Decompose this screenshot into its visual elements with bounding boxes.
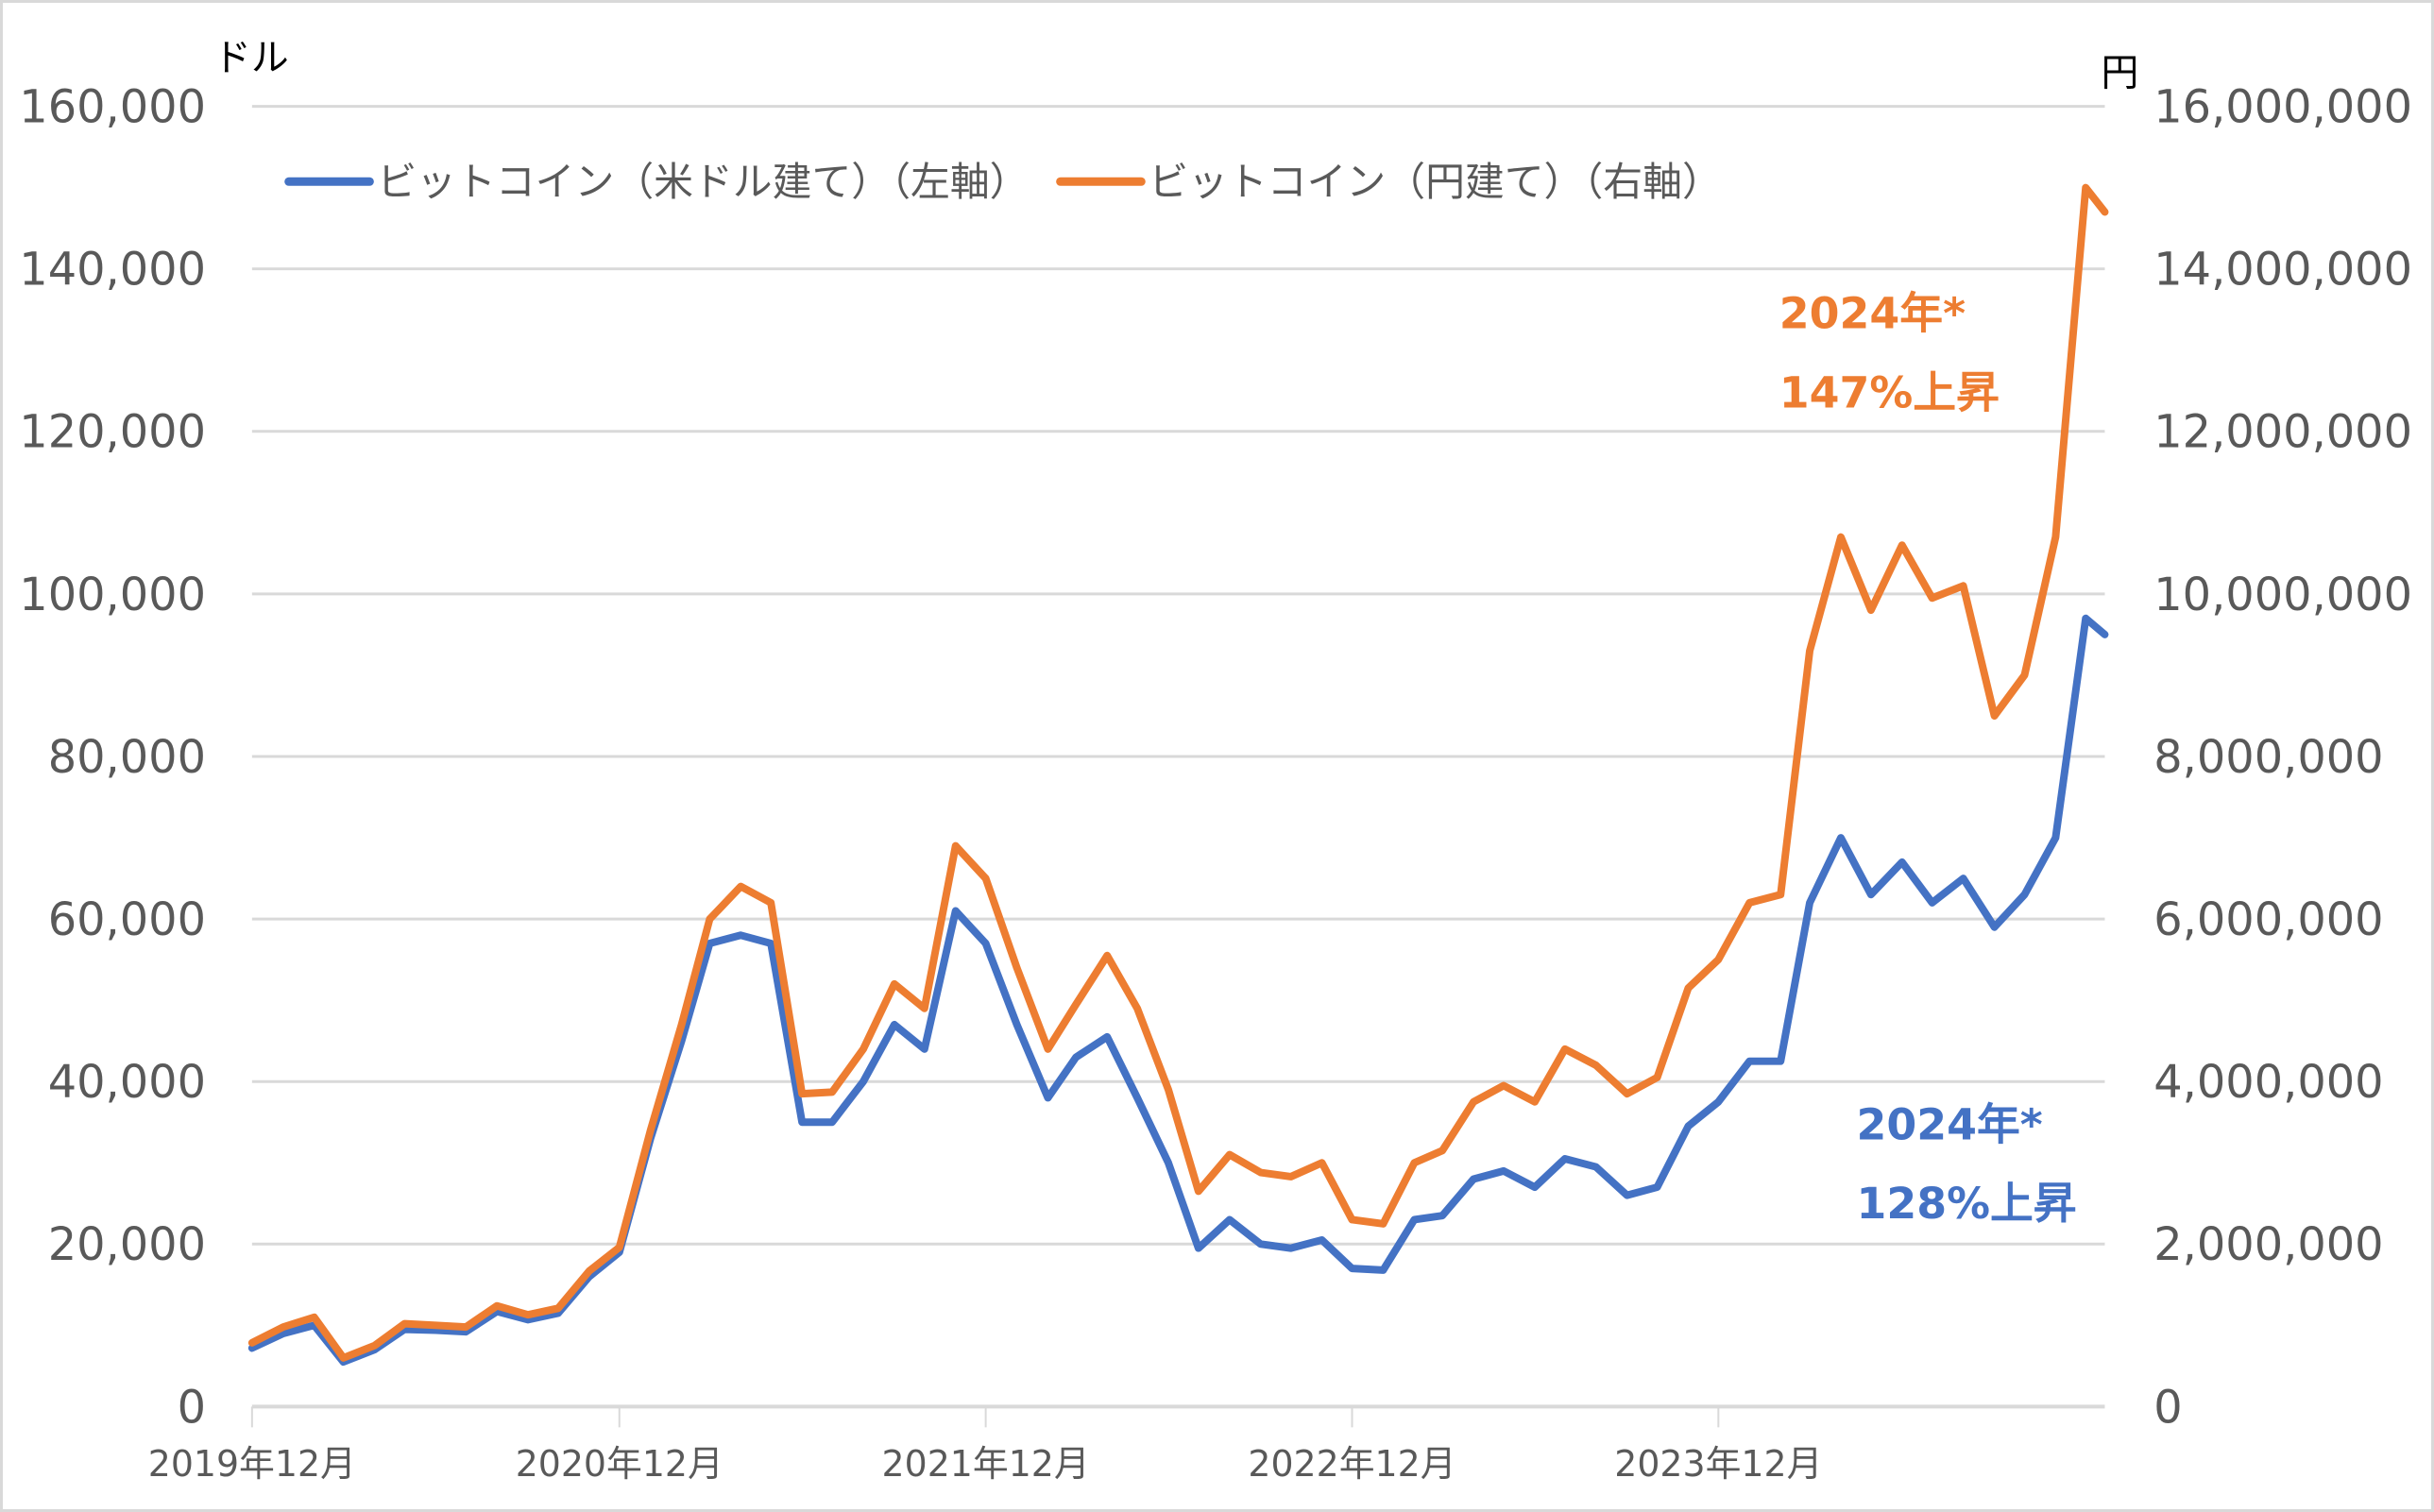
right-tick-label: 10,000,000 [2153, 569, 2412, 621]
left-tick-label: 60,000 [48, 894, 206, 946]
left-axis-ticks: 0 20,000 40,000 60,000 80,000 100,000 120,000 1… [19, 82, 206, 1435]
annotation-usd-line1: 2024年* [1856, 1098, 2042, 1149]
right-tick-label: 6,000,000 [2153, 894, 2383, 946]
x-tick-label: 2019年12月 [148, 1443, 356, 1485]
legend: ビットコイン（米ドル建て）（左軸） ビットコイン（円建て）（右軸） [284, 159, 1722, 205]
series-line-jpy [247, 183, 2109, 1362]
annotation-usd: 2024年* 128%上昇 [1856, 1098, 2076, 1229]
left-tick-label: 160,000 [19, 82, 206, 134]
left-tick-label: 0 [178, 1382, 206, 1434]
right-axis-ticks: 0 2,000,000 4,000,000 6,000,000 8,000,000 10,… [2153, 82, 2412, 1435]
legend-label-usd: ビットコイン（米ドル建て）（左軸） [377, 159, 1029, 205]
left-tick-label: 40,000 [48, 1057, 206, 1109]
right-tick-label: 4,000,000 [2153, 1057, 2383, 1109]
series-line-usd [247, 614, 2109, 1367]
right-tick-label: 8,000,000 [2153, 732, 2383, 784]
x-tick-label: 2023年12月 [1614, 1443, 1822, 1485]
x-tick-label: 2021年12月 [882, 1443, 1090, 1485]
right-axis-unit: 円 [2101, 52, 2138, 95]
annotation-usd-line2: 128%上昇 [1856, 1178, 2076, 1229]
right-tick-label: 0 [2153, 1382, 2182, 1434]
left-tick-label: 20,000 [48, 1219, 206, 1271]
left-tick-label: 120,000 [19, 407, 206, 459]
series-lines [247, 183, 2109, 1367]
left-tick-label: 140,000 [19, 245, 206, 297]
annotation-jpy-line1: 2024年* [1779, 288, 1966, 339]
x-tick-label: 2022年12月 [1248, 1443, 1455, 1485]
legend-label-jpy: ビットコイン（円建て）（右軸） [1149, 159, 1722, 205]
left-axis-unit: ドル [213, 37, 289, 80]
right-tick-label: 12,000,000 [2153, 407, 2412, 459]
x-axis: 2019年12月 2020年12月 2021年12月 2022年12月 2023年12月 [148, 1404, 2105, 1485]
annotation-jpy-line2: 147%上昇 [1779, 366, 2000, 417]
right-tick-label: 16,000,000 [2153, 82, 2412, 134]
annotation-jpy: 2024年* 147%上昇 [1779, 288, 2000, 418]
left-tick-label: 100,000 [19, 569, 206, 621]
gridlines [251, 105, 2105, 1246]
right-tick-label: 2,000,000 [2153, 1219, 2383, 1271]
left-tick-label: 80,000 [48, 732, 206, 784]
right-tick-label: 14,000,000 [2153, 245, 2412, 297]
x-tick-label: 2020年12月 [516, 1443, 723, 1485]
